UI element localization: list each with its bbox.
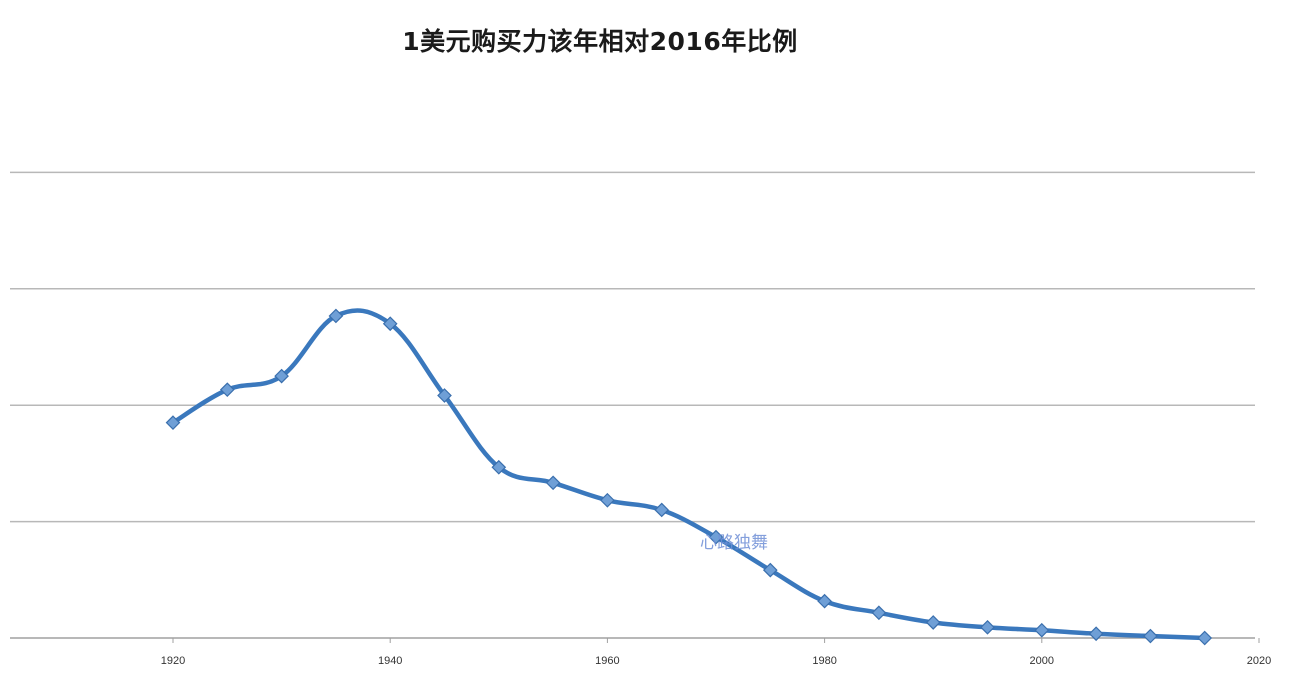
data-point-marker [165,415,181,431]
data-point-marker [654,502,670,518]
gridlines [10,171,1255,523]
series-line [170,308,1207,641]
data-point-marker [545,475,561,491]
data-point-marker [871,605,887,621]
data-point-marker [1034,622,1050,638]
data-point-marker [437,388,452,403]
x-tick-label: 1920 [161,655,185,667]
x-axis: 1920 1940 1960 1980 2000 2020 [10,637,1271,667]
series-path [170,308,1207,641]
x-tick-label: 1960 [595,655,619,667]
x-tick-label: 1980 [812,655,836,667]
watermark-text: 心路独舞 [700,533,768,553]
data-point-marker [762,562,778,578]
data-point-marker [925,615,941,630]
data-point-marker [817,593,832,609]
data-point-marker [1143,628,1158,644]
data-point-marker [382,316,398,332]
x-tick-label: 2000 [1030,655,1054,667]
data-point-marker [980,619,995,635]
data-point-marker [328,308,344,324]
data-point-marker [219,382,235,398]
data-point-marker [600,492,615,508]
data-point-marker [708,529,724,545]
data-markers [165,308,1213,646]
x-tick-label: 2020 [1247,655,1271,667]
chart-title: 1美元购买力该年相对2016年比例 [402,27,798,56]
data-point-marker [1197,630,1213,646]
x-tick-label: 1940 [378,655,402,667]
data-point-marker [491,459,507,475]
data-point-marker [1088,626,1104,642]
data-point-marker [274,368,289,384]
